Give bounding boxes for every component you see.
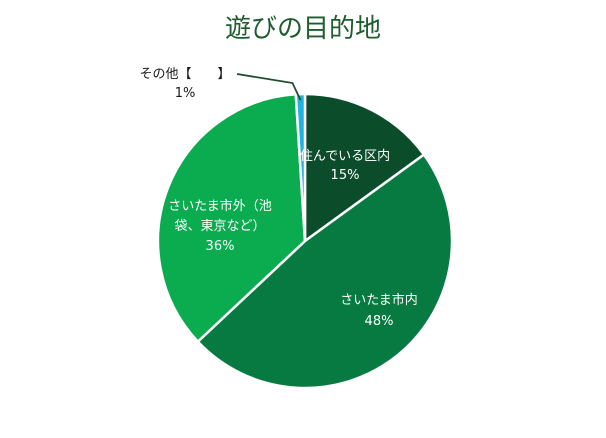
pie-slice: [196, 152, 454, 390]
pie-slice: [303, 92, 426, 244]
pie-slices: [156, 92, 454, 390]
slice-data-label: その他【 】 1%: [139, 67, 230, 101]
pie-labels: 住んでいる区内 15% さいたま市内 48% さいたま市外（池袋、東京など） 36% その他…: [139, 67, 417, 329]
chart-title: 遊びの目的地: [225, 14, 381, 44]
pie-slice: [156, 92, 307, 344]
pie-slice: [294, 92, 307, 242]
slice-data-label: 住んでいる区内 15%: [300, 148, 390, 183]
slice-data-label: さいたま市内 48%: [340, 292, 418, 329]
slice-data-label: さいたま市外（池袋、東京など） 36%: [168, 198, 272, 254]
leader-line: [236, 73, 302, 101]
